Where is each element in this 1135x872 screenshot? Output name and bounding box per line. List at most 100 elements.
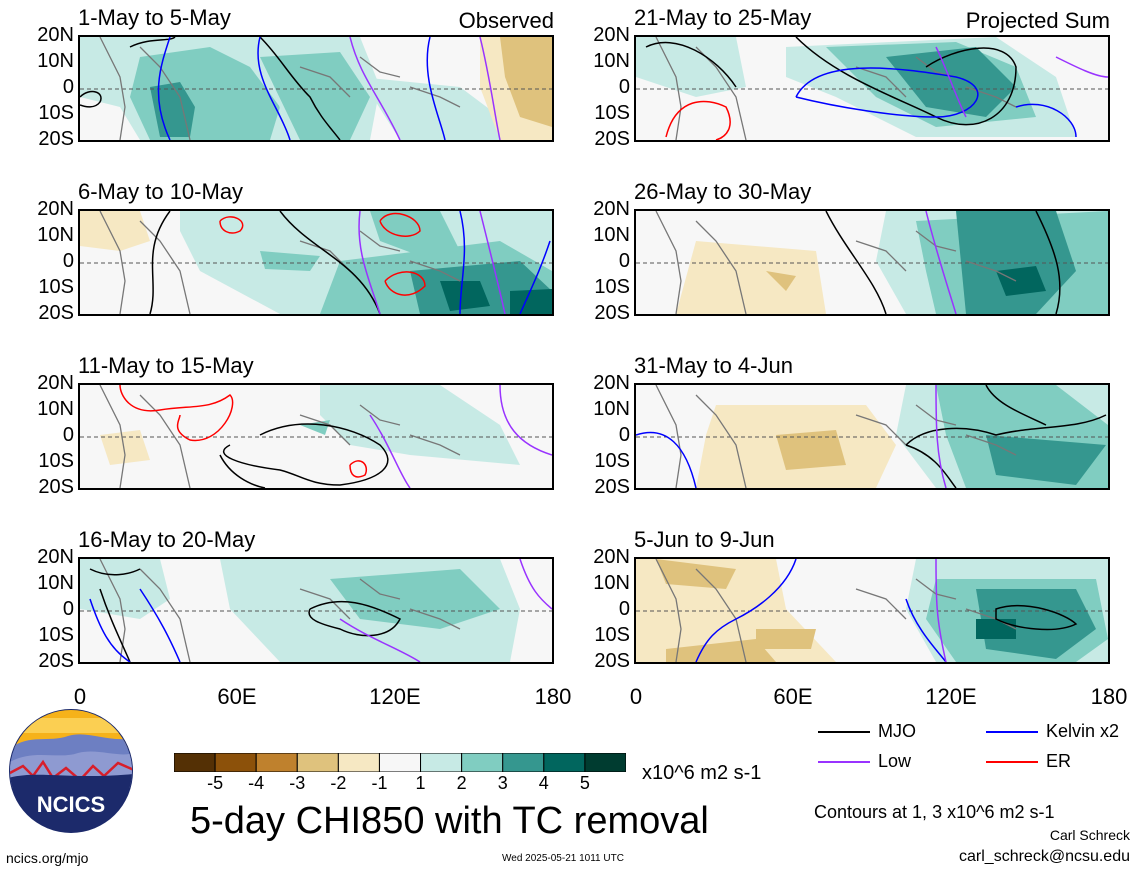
lat-tick-label: 0	[618, 76, 630, 98]
lat-tick-label: 20S	[594, 302, 630, 324]
main-title: 5-day CHI850 with TC removal	[190, 800, 709, 842]
lat-tick-label: 10N	[593, 50, 630, 72]
colorbar-swatch	[296, 752, 339, 773]
map-panel	[634, 35, 1110, 142]
logo-text: NCICS	[37, 792, 105, 817]
lat-tick-label: 10S	[594, 450, 630, 472]
colorbar-tick-label: 5	[579, 773, 590, 793]
lat-tick-label: 0	[618, 424, 630, 446]
lat-tick-label: 10N	[593, 398, 630, 420]
legend-kelvin-line	[986, 731, 1038, 733]
lon-tick-label: 120E	[925, 684, 977, 709]
colorbar-swatch	[461, 752, 504, 773]
panel-title: 11-May to 15-May	[78, 353, 254, 378]
map-svg	[80, 385, 552, 488]
panel-tag: Observed	[458, 8, 554, 33]
lon-tick-label: 60E	[217, 684, 257, 709]
colorbar-swatch	[543, 752, 586, 773]
map-svg	[80, 559, 552, 662]
colorbar-swatch	[378, 752, 422, 773]
lat-tick-label: 20N	[593, 198, 630, 220]
site-link[interactable]: ncics.org/mjo	[6, 850, 89, 866]
colorbar-tick-label: -1	[371, 773, 388, 793]
legend-mjo-label: MJO	[878, 721, 916, 741]
lat-tick-label: 10S	[38, 450, 74, 472]
lat-tick-label: 20N	[37, 24, 74, 46]
lat-tick-label: 20N	[37, 546, 74, 568]
legend-low-line	[818, 761, 870, 763]
panel-title: 31-May to 4-Jun	[634, 353, 793, 378]
lat-tick-label: 0	[62, 424, 74, 446]
lat-tick-label: 0	[62, 250, 74, 272]
lat-tick-label: 10N	[37, 50, 74, 72]
logo-graphic: NCICS	[9, 709, 133, 833]
colorbar-swatches	[173, 752, 627, 773]
map-panel	[634, 209, 1110, 316]
lat-tick-label: 20N	[37, 198, 74, 220]
legend-kelvin-label: Kelvin x2	[1046, 721, 1120, 741]
map-svg	[636, 385, 1108, 488]
map-svg	[636, 37, 1108, 140]
colorbar	[173, 752, 627, 773]
colorbar-swatch	[173, 752, 216, 773]
lon-tick-label: 0	[629, 684, 643, 709]
colorbar-units: x10^6 m2 s-1	[642, 762, 762, 784]
colorbar-swatch	[420, 752, 463, 773]
colorbar-tick-label: 4	[538, 773, 549, 793]
lat-tick-label: 20N	[593, 546, 630, 568]
map-panel	[78, 557, 554, 664]
lat-tick-label: 0	[618, 250, 630, 272]
map-svg	[636, 211, 1108, 314]
panel-title: 5-Jun to 9-Jun	[634, 527, 775, 552]
lon-tick-label: 60E	[773, 684, 813, 709]
panel-tag: Projected Sum	[965, 8, 1110, 33]
lat-tick-label: 10S	[38, 276, 74, 298]
legend-low-label: Low	[878, 751, 912, 771]
lat-tick-label: 10N	[37, 398, 74, 420]
colorbar-swatch	[502, 752, 545, 773]
map-svg	[80, 211, 552, 314]
author-name: Carl Schreck	[1049, 827, 1130, 843]
author-email: carl_schreck@ncsu.edu	[959, 848, 1130, 865]
lat-tick-label: 10N	[37, 224, 74, 246]
lon-tick-label: 180	[1090, 684, 1128, 709]
colorbar-tick-label: -4	[248, 773, 265, 793]
map-panel	[78, 209, 554, 316]
lat-tick-label: 10N	[37, 572, 74, 594]
map-panel	[78, 35, 554, 142]
lat-tick-label: 0	[618, 598, 630, 620]
lat-tick-label: 10N	[593, 224, 630, 246]
ncics-logo: NCICS	[8, 708, 134, 834]
lat-tick-label: 10S	[594, 624, 630, 646]
lat-tick-label: 0	[62, 76, 74, 98]
colorbar-tick-label: -2	[330, 773, 347, 793]
lat-tick-label: 0	[62, 598, 74, 620]
colorbar-tick-label: -5	[207, 773, 224, 793]
map-svg	[80, 37, 552, 140]
map-panel	[78, 383, 554, 490]
lat-tick-label: 20N	[37, 372, 74, 394]
colorbar-tick-label: 1	[415, 773, 426, 793]
colorbar-tick-label: 2	[456, 773, 467, 793]
lat-tick-label: 20S	[594, 476, 630, 498]
lat-tick-label: 10S	[594, 276, 630, 298]
lat-tick-label: 10S	[38, 624, 74, 646]
colorbar-tick-label: 3	[497, 773, 508, 793]
lat-tick-label: 20S	[38, 302, 74, 324]
colorbar-swatch	[337, 752, 380, 773]
map-svg	[636, 559, 1108, 662]
legend-er-line	[986, 761, 1038, 763]
panel-title: 6-May to 10-May	[78, 179, 244, 204]
panel-title: 1-May to 5-May	[78, 5, 231, 30]
colorbar-swatch	[255, 752, 298, 773]
panel-title: 26-May to 30-May	[634, 179, 812, 204]
lat-tick-label: 10S	[38, 102, 74, 124]
colorbar-swatch	[584, 752, 627, 773]
map-panel	[634, 383, 1110, 490]
lat-tick-label: 20S	[38, 476, 74, 498]
lon-tick-label: 180	[534, 684, 572, 709]
colorbar-swatch	[214, 752, 257, 773]
lon-tick-label: 0	[73, 684, 87, 709]
legend-er-label: ER	[1046, 751, 1072, 771]
lat-tick-label: 20S	[38, 650, 74, 672]
